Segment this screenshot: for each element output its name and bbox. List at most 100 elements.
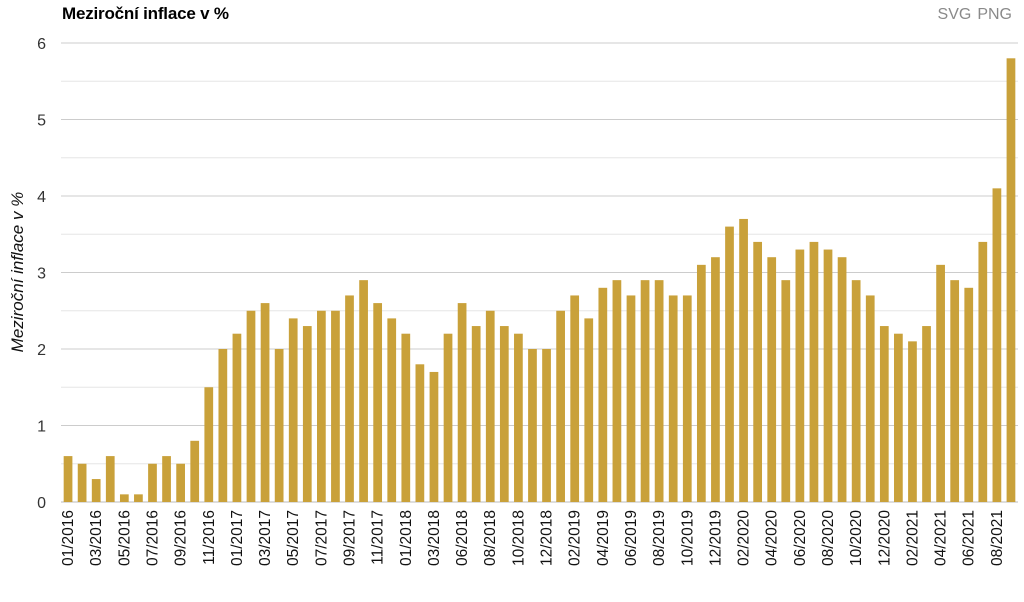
x-tick-label: 11/2017 xyxy=(370,510,387,565)
x-tick-label: 06/2019 xyxy=(623,510,640,566)
x-tick-label: 06/2018 xyxy=(454,510,471,566)
bar[interactable] xyxy=(950,280,960,502)
x-tick-label: 09/2017 xyxy=(342,510,359,566)
bar[interactable] xyxy=(739,218,748,502)
x-tick-label: 07/2016 xyxy=(144,510,161,566)
chart-title: Meziroční inflace v % xyxy=(62,4,229,23)
bar[interactable] xyxy=(711,257,720,502)
bar[interactable] xyxy=(837,257,847,502)
bar[interactable] xyxy=(457,303,467,502)
x-tick-label: 03/2018 xyxy=(426,510,443,566)
x-tick-label: 05/2017 xyxy=(285,510,302,566)
bar[interactable] xyxy=(894,333,903,502)
bar[interactable] xyxy=(612,280,622,502)
bar[interactable] xyxy=(640,280,650,502)
bar[interactable] xyxy=(190,440,200,502)
y-axis-label: Meziroční inflace v % xyxy=(8,192,27,353)
bar[interactable] xyxy=(978,241,988,502)
bar[interactable] xyxy=(373,303,383,502)
bar[interactable] xyxy=(528,349,537,502)
x-tick-label: 12/2020 xyxy=(876,510,893,566)
bar[interactable] xyxy=(359,280,368,502)
bar[interactable] xyxy=(809,241,819,502)
bar[interactable] xyxy=(992,188,1002,502)
bar[interactable] xyxy=(823,249,833,502)
export-png-button[interactable]: PNG xyxy=(977,6,1012,23)
bar[interactable] xyxy=(443,333,453,502)
bar[interactable] xyxy=(485,310,495,502)
bar[interactable] xyxy=(753,241,763,502)
x-axis-ticks: 01/2016 03/2016 05/2016 07/2016 09/2016 11/20… xyxy=(60,510,1006,566)
x-tick-label: 08/2021 xyxy=(989,510,1006,566)
bar[interactable] xyxy=(105,456,115,502)
x-tick-label: 02/2019 xyxy=(567,510,584,566)
y-tick-label: 4 xyxy=(37,189,46,206)
x-tick-label: 03/2016 xyxy=(88,510,105,566)
bar[interactable] xyxy=(908,341,917,502)
bar[interactable] xyxy=(429,371,439,502)
bar[interactable] xyxy=(288,318,298,502)
bars xyxy=(63,58,1016,503)
x-tick-label: 08/2018 xyxy=(482,510,499,566)
bar[interactable] xyxy=(964,287,974,502)
export-svg-button[interactable]: SVG xyxy=(937,6,972,23)
y-axis-ticks: 0 1 2 3 4 5 6 xyxy=(37,36,46,512)
x-tick-label: 03/2017 xyxy=(257,510,274,566)
x-tick-label: 04/2021 xyxy=(933,510,950,566)
bar[interactable] xyxy=(781,280,791,502)
bar[interactable] xyxy=(345,295,354,502)
bar[interactable] xyxy=(499,326,509,502)
bar[interactable] xyxy=(682,295,692,502)
x-tick-label: 06/2021 xyxy=(961,510,978,566)
bar[interactable] xyxy=(922,326,931,502)
bar[interactable] xyxy=(63,456,73,502)
bar[interactable] xyxy=(415,364,425,502)
bar[interactable] xyxy=(542,349,551,502)
bar[interactable] xyxy=(302,326,312,502)
bar[interactable] xyxy=(176,463,185,502)
x-tick-label: 10/2020 xyxy=(848,510,865,566)
bar[interactable] xyxy=(317,310,326,502)
bar[interactable] xyxy=(626,295,636,502)
bar[interactable] xyxy=(91,479,101,502)
bar[interactable] xyxy=(401,333,411,502)
bar[interactable] xyxy=(119,494,129,502)
bar[interactable] xyxy=(246,310,256,502)
bar[interactable] xyxy=(556,310,565,502)
bar[interactable] xyxy=(851,280,861,502)
x-tick-label: 07/2017 xyxy=(313,510,330,566)
bar[interactable] xyxy=(725,226,734,502)
bar[interactable] xyxy=(514,333,523,502)
x-tick-label: 02/2020 xyxy=(736,510,753,566)
bar[interactable] xyxy=(936,264,945,502)
bar[interactable] xyxy=(654,280,664,502)
bar[interactable] xyxy=(162,456,171,502)
bar[interactable] xyxy=(148,463,157,502)
bar[interactable] xyxy=(598,287,608,502)
bar[interactable] xyxy=(795,249,805,502)
bar[interactable] xyxy=(134,494,143,502)
bar[interactable] xyxy=(865,295,875,502)
bar[interactable] xyxy=(260,303,270,502)
bar[interactable] xyxy=(584,318,594,502)
bar[interactable] xyxy=(331,310,340,502)
bar[interactable] xyxy=(387,318,397,502)
bar[interactable] xyxy=(232,333,242,502)
bar[interactable] xyxy=(1006,58,1016,503)
bar[interactable] xyxy=(570,295,580,502)
y-tick-label: 1 xyxy=(37,419,46,436)
x-tick-label: 09/2016 xyxy=(173,510,190,566)
bar[interactable] xyxy=(879,326,889,502)
bar[interactable] xyxy=(274,349,284,502)
bar[interactable] xyxy=(668,295,678,502)
bar[interactable] xyxy=(471,326,481,502)
export-menu: SVG PNG xyxy=(938,6,1012,24)
x-tick-label: 01/2016 xyxy=(60,510,77,566)
bar[interactable] xyxy=(77,463,87,502)
bar[interactable] xyxy=(204,387,214,502)
bar[interactable] xyxy=(218,349,228,502)
bar[interactable] xyxy=(696,264,706,502)
bar[interactable] xyxy=(767,257,777,502)
x-tick-label: 02/2021 xyxy=(904,510,921,566)
x-tick-label: 10/2018 xyxy=(510,510,527,566)
